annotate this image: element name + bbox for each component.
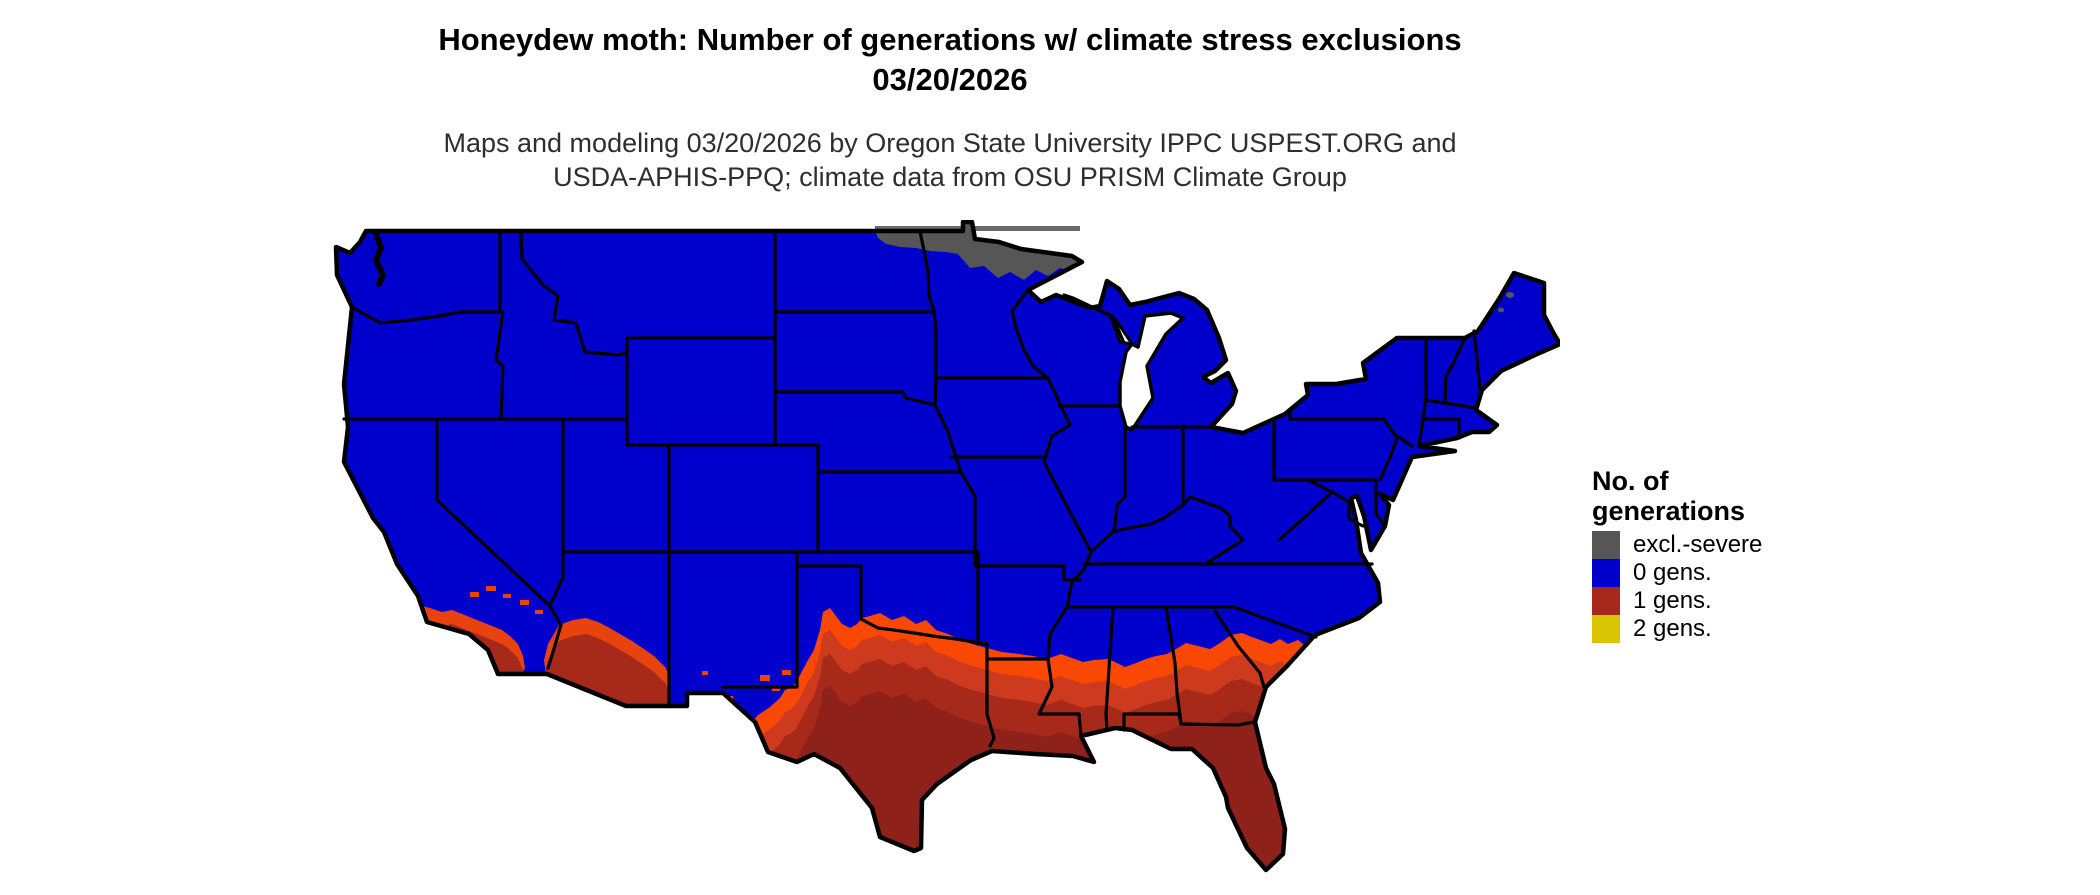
excl-severe-maine-speck [1498, 307, 1504, 313]
legend-row-2-gens: 2 gens. [1592, 615, 1872, 643]
excl-severe-maine-speck [1506, 292, 1514, 298]
channel-island-dot [460, 650, 468, 656]
legend-label-0-gens: 0 gens. [1633, 559, 1712, 586]
legend: No. of generations excl.-severe 0 gens. … [1592, 466, 1872, 643]
lake-michigan [1118, 311, 1185, 432]
legend-swatch-2-gens [1592, 615, 1620, 643]
legend-title-line2: generations [1592, 496, 1746, 526]
excl-severe-maine-speck [1492, 282, 1504, 290]
legend-label-2-gens: 2 gens. [1633, 615, 1712, 642]
channel-island-dot [445, 643, 455, 649]
legend-rows: excl.-severe 0 gens. 1 gens. 2 gens. [1592, 531, 1872, 643]
legend-label-excl-severe: excl.-severe [1633, 531, 1763, 558]
channel-island-dot [429, 631, 437, 637]
map-credits-line2: USDA-APHIS-PPQ; climate data from OSU PR… [553, 162, 1347, 192]
legend-row-1-gens: 1 gens. [1592, 587, 1872, 615]
us-map-svg [330, 220, 1560, 890]
map-title-line1: Honeydew moth: Number of generations w/ … [438, 22, 1462, 57]
map-credits: Maps and modeling 03/20/2026 by Oregon S… [0, 126, 1900, 194]
state-borders [342, 229, 1482, 748]
legend-label-1-gens: 1 gens. [1633, 587, 1712, 614]
map-title: Honeydew moth: Number of generations w/ … [0, 20, 1900, 100]
legend-swatch-0-gens [1592, 559, 1620, 587]
map-title-date: 03/20/2026 [872, 62, 1028, 97]
region-excl-severe [875, 222, 1082, 280]
map-credits-line1: Maps and modeling 03/20/2026 by Oregon S… [443, 128, 1457, 158]
legend-swatch-excl-severe [1592, 531, 1620, 559]
region-2-gens-florida-keys [1275, 865, 1281, 869]
us-map [330, 220, 1560, 890]
legend-row-excl-severe: excl.-severe [1592, 531, 1872, 559]
legend-swatch-1-gens [1592, 587, 1620, 615]
legend-row-0-gens: 0 gens. [1592, 559, 1872, 587]
legend-title: No. of generations [1592, 466, 1872, 526]
canada-gray-sliver [875, 226, 1080, 231]
legend-title-line1: No. of [1592, 466, 1669, 496]
puget-sound [372, 231, 387, 287]
